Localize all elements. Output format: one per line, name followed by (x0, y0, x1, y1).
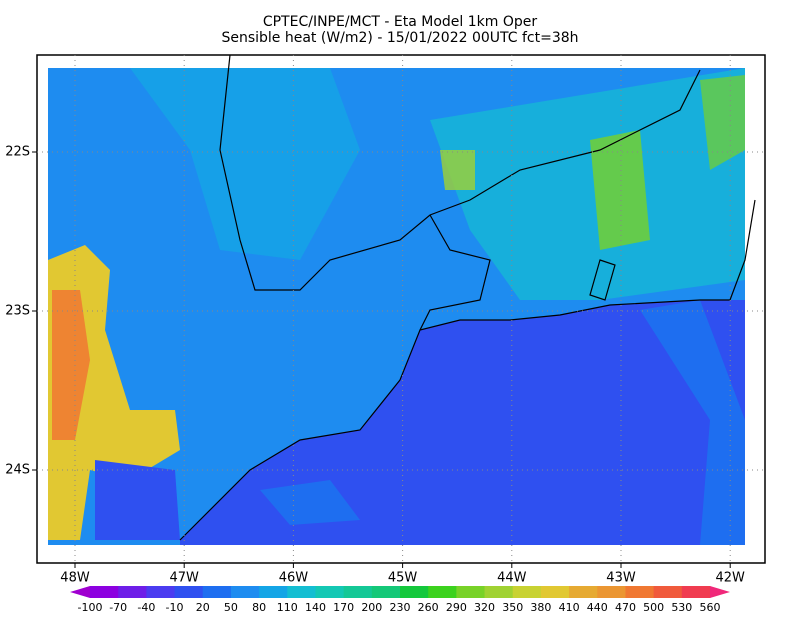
subtitle: Sensible heat (W/m2) - 15/01/2022 00UTC … (221, 30, 578, 46)
colorbar-box (512, 586, 542, 598)
colorbar-label: 290 (446, 601, 467, 614)
lat-label: 24S (5, 463, 30, 478)
colorbar-label: 500 (643, 601, 664, 614)
lon-label: 44W (497, 571, 527, 586)
colorbar-box (653, 586, 683, 598)
colorbar-label: -100 (78, 601, 103, 614)
colorbar-label: 320 (474, 601, 495, 614)
colorbar-label: 140 (305, 601, 326, 614)
lagoon (589, 259, 616, 301)
colorbar-box (681, 586, 711, 598)
state-border (419, 214, 491, 331)
field-patch (52, 290, 90, 440)
lon-label: 42W (715, 571, 745, 586)
colorbar-box (456, 586, 486, 598)
colorbar-box (569, 586, 598, 598)
colorbar-label: -10 (166, 601, 184, 614)
lat-label: 23S (5, 304, 30, 319)
colorbar-label: 470 (615, 601, 636, 614)
colorbar-label: 80 (252, 601, 266, 614)
colorbar-box (625, 586, 655, 598)
lon-label: 45W (388, 571, 418, 586)
colorbar-box (174, 586, 204, 598)
colorbar-box (118, 586, 147, 598)
colorbar-label: 530 (671, 601, 692, 614)
field-patch (590, 130, 650, 250)
colorbar-box (400, 586, 429, 598)
field-patch (640, 300, 745, 545)
colorbar-box (315, 586, 345, 598)
colorbar: -100 -70 -40 -10 20 50 80 110 140 170 200 230 260 290… (70, 586, 730, 614)
colorbar-box (146, 586, 176, 598)
field-patch (700, 75, 745, 170)
state-border (219, 54, 701, 291)
colorbar-label: 440 (587, 601, 608, 614)
field-patch (130, 68, 360, 260)
field-patch (260, 480, 360, 525)
colorbar-end (710, 586, 730, 598)
colorbar-box (343, 586, 373, 598)
colorbar-label: 200 (361, 601, 382, 614)
colorbar-box (484, 586, 514, 598)
colorbar-label: -70 (109, 601, 127, 614)
graticule: 48W 47W 46W 45W 44W 43W 42W 22S 23S 24S (5, 55, 765, 586)
colorbar-label: 560 (700, 601, 721, 614)
colorbar-box (202, 586, 232, 598)
map-field (48, 68, 745, 545)
field-patch (95, 460, 180, 540)
colorbar-box (287, 586, 316, 598)
colorbar-label: 170 (333, 601, 354, 614)
colorbar-box (230, 586, 260, 598)
title: CPTEC/INPE/MCT - Eta Model 1km Oper (263, 14, 538, 30)
boundaries (179, 54, 756, 541)
colorbar-label: 50 (224, 601, 238, 614)
colorbar-box (371, 586, 401, 598)
colorbar-box (90, 586, 119, 598)
colorbar-box (540, 586, 570, 598)
colorbar-label: 350 (502, 601, 523, 614)
lat-label: 22S (5, 145, 30, 160)
colorbar-label: 20 (196, 601, 210, 614)
lon-label: 47W (169, 571, 199, 586)
lon-label: 43W (606, 571, 636, 586)
lon-label: 48W (60, 571, 90, 586)
colorbar-label: 260 (418, 601, 439, 614)
colorbar-box (428, 586, 457, 598)
colorbar-label: 230 (390, 601, 411, 614)
colorbar-box (259, 586, 288, 598)
coastline (179, 199, 756, 541)
colorbar-box (597, 586, 626, 598)
map-frame (36, 54, 766, 564)
colorbar-label: -40 (137, 601, 155, 614)
lon-label: 46W (279, 571, 309, 586)
field-patch (440, 150, 475, 190)
colorbar-label: 380 (530, 601, 551, 614)
colorbar-label: 110 (277, 601, 298, 614)
colorbar-end (70, 586, 90, 598)
field-patch (430, 68, 745, 300)
colorbar-label: 410 (559, 601, 580, 614)
